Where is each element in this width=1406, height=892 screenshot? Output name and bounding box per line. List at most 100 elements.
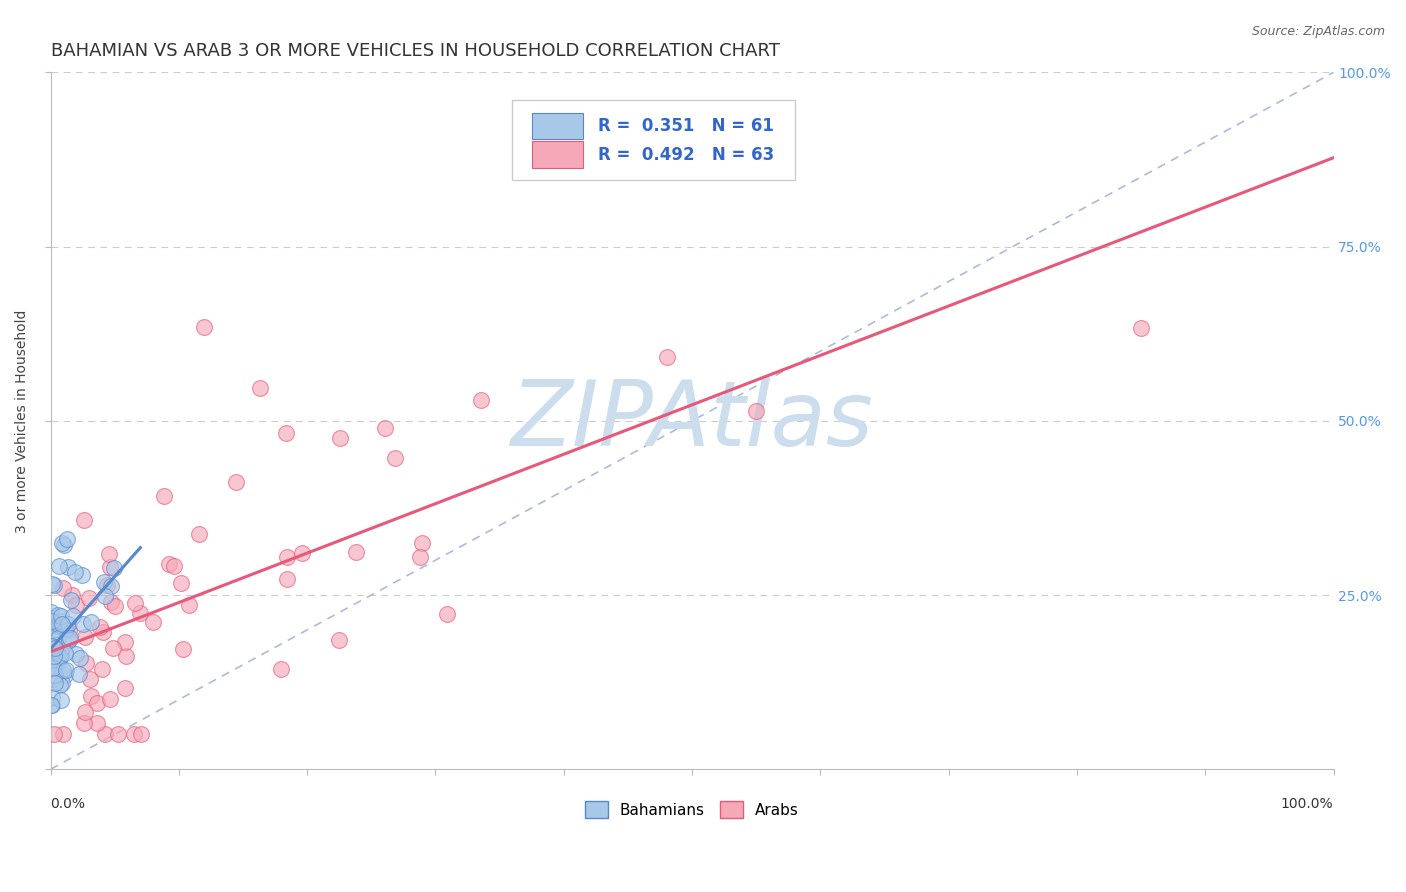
- Point: [52, 581, 75, 595]
- Point: [374, 421, 396, 435]
- Point: [153, 489, 176, 503]
- Point: [59, 632, 82, 646]
- Point: [46, 631, 69, 645]
- Point: [100, 595, 122, 609]
- Point: [67, 666, 90, 681]
- Point: [51, 693, 73, 707]
- Text: R =  0.492   N = 63: R = 0.492 N = 63: [599, 145, 775, 163]
- Point: [58, 633, 80, 648]
- Point: [94, 727, 117, 741]
- Point: [51, 676, 73, 690]
- Point: [73, 630, 96, 644]
- Point: [60, 588, 83, 602]
- Point: [79, 672, 101, 686]
- Point: [249, 380, 271, 394]
- FancyBboxPatch shape: [512, 100, 794, 180]
- Point: [45, 638, 67, 652]
- Point: [73, 715, 96, 730]
- Point: [409, 550, 432, 565]
- Point: [107, 727, 129, 741]
- Point: [45, 644, 67, 658]
- Point: [52, 727, 75, 741]
- Point: [436, 607, 458, 622]
- Point: [42, 649, 65, 664]
- Point: [98, 547, 121, 561]
- Point: [270, 662, 292, 676]
- Point: [90, 662, 112, 676]
- Text: R =  0.351   N = 61: R = 0.351 N = 61: [599, 117, 775, 135]
- Point: [39, 605, 62, 619]
- Point: [41, 640, 63, 654]
- Point: [274, 426, 297, 441]
- Point: [124, 596, 146, 610]
- Point: [55, 622, 77, 636]
- Point: [65, 598, 87, 612]
- Point: [53, 622, 76, 636]
- Point: [42, 642, 65, 657]
- Text: ZIPAtlas: ZIPAtlas: [510, 376, 873, 465]
- FancyBboxPatch shape: [531, 142, 583, 168]
- Point: [49, 609, 72, 624]
- Point: [44, 640, 66, 655]
- Point: [73, 513, 96, 527]
- Point: [657, 350, 679, 364]
- Legend: Bahamians, Arabs: Bahamians, Arabs: [579, 795, 806, 824]
- Point: [62, 609, 84, 624]
- Point: [179, 598, 201, 612]
- Point: [56, 532, 79, 546]
- Point: [98, 691, 121, 706]
- Text: 0.0%: 0.0%: [51, 797, 86, 811]
- Point: [44, 676, 66, 690]
- Point: [41, 660, 63, 674]
- Text: 100.0%: 100.0%: [1281, 797, 1333, 811]
- Point: [42, 622, 65, 636]
- Point: [46, 607, 69, 622]
- Point: [72, 617, 94, 632]
- Point: [46, 654, 69, 668]
- Point: [193, 320, 215, 334]
- Point: [41, 614, 63, 628]
- Point: [96, 578, 118, 592]
- Y-axis label: 3 or more Vehicles in Household: 3 or more Vehicles in Household: [15, 310, 30, 533]
- Point: [114, 681, 136, 695]
- Point: [48, 618, 70, 632]
- Point: [60, 593, 83, 607]
- Point: [75, 706, 97, 720]
- Point: [93, 589, 115, 603]
- Point: [98, 560, 121, 574]
- Point: [89, 620, 111, 634]
- Point: [55, 663, 77, 677]
- Point: [56, 617, 79, 632]
- Point: [49, 614, 72, 628]
- Point: [44, 577, 66, 591]
- Point: [86, 696, 108, 710]
- Point: [329, 431, 352, 445]
- Point: [276, 572, 298, 586]
- Point: [65, 647, 87, 661]
- Point: [328, 633, 350, 648]
- Point: [53, 646, 76, 660]
- Point: [48, 558, 70, 573]
- Point: [44, 640, 66, 655]
- Point: [51, 616, 73, 631]
- FancyBboxPatch shape: [531, 113, 583, 139]
- Point: [41, 698, 63, 712]
- Point: [470, 392, 492, 407]
- Point: [41, 690, 63, 704]
- Point: [49, 650, 72, 665]
- Point: [225, 475, 247, 489]
- Point: [1130, 321, 1153, 335]
- Point: [51, 536, 73, 550]
- Point: [104, 599, 127, 613]
- Point: [129, 606, 152, 620]
- Point: [100, 579, 122, 593]
- Point: [172, 641, 194, 656]
- Point: [80, 615, 103, 629]
- Point: [52, 538, 75, 552]
- Point: [745, 404, 768, 418]
- Text: Source: ZipAtlas.com: Source: ZipAtlas.com: [1251, 25, 1385, 38]
- Point: [75, 656, 97, 670]
- Point: [49, 678, 72, 692]
- Point: [157, 557, 180, 571]
- Point: [276, 549, 298, 564]
